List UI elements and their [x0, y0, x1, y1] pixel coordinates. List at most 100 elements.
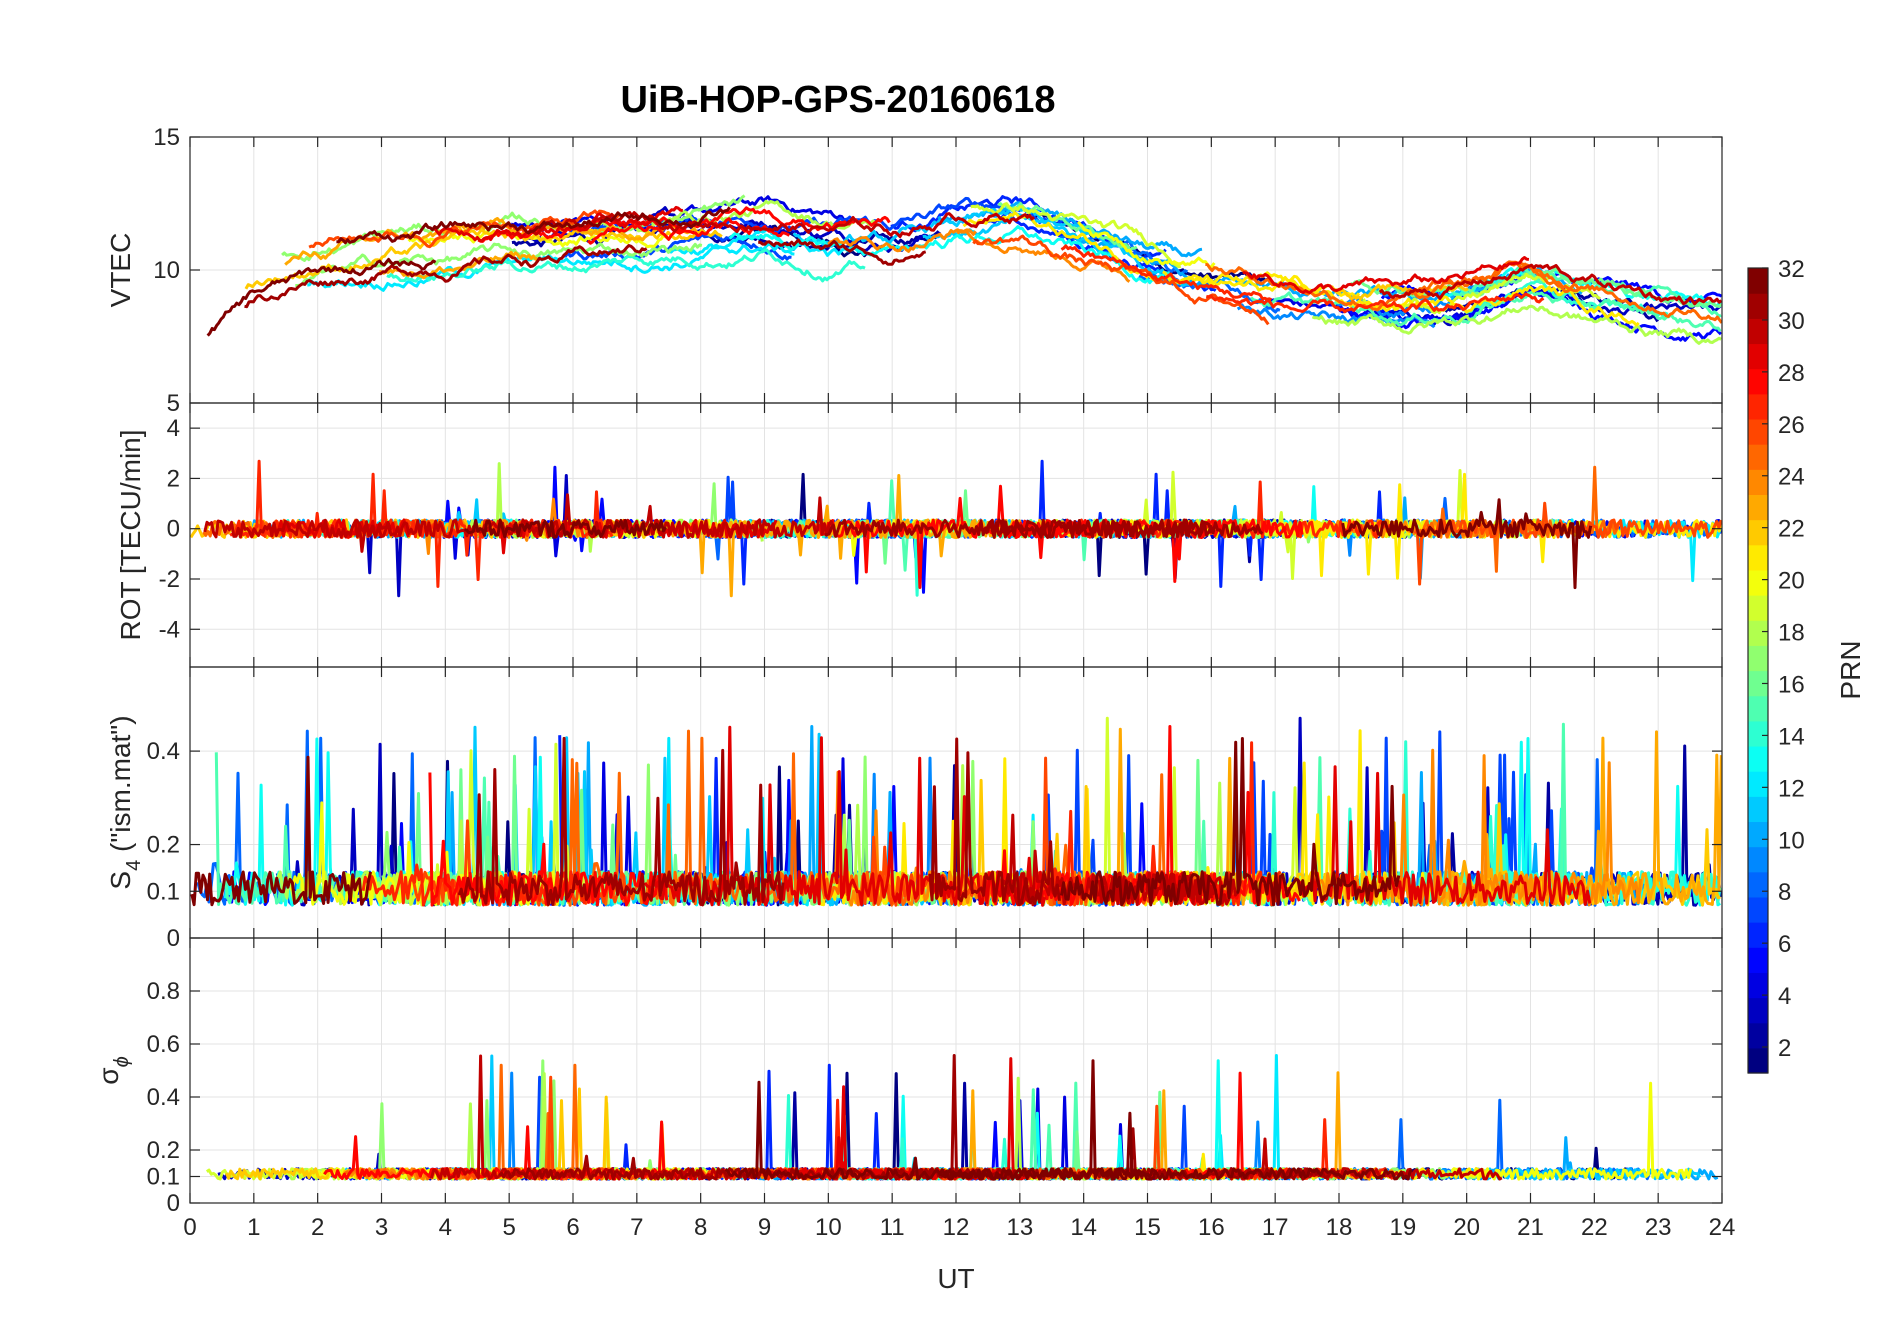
colorbar-segment [1748, 469, 1768, 496]
series-line-prn-22 [225, 1087, 667, 1181]
y-tick-label: 10 [153, 257, 180, 284]
colorbar-tick-label: 14 [1778, 723, 1805, 750]
series-line-prn-31 [244, 244, 648, 309]
y-axis-label: σϕ [93, 1056, 133, 1084]
x-tick-label: 13 [1006, 1214, 1033, 1241]
colorbar-segment [1748, 569, 1768, 596]
colorbar-tick-label: 12 [1778, 775, 1805, 802]
colorbar-segment [1748, 972, 1768, 999]
series-line-prn-19 [970, 202, 1182, 269]
colorbar-segment [1748, 745, 1768, 772]
y-tick-label: 15 [153, 124, 180, 151]
colorbar-label: PRN [1835, 640, 1866, 699]
series-group [205, 1054, 1719, 1181]
x-tick-label: 4 [439, 1214, 452, 1241]
colorbar-segment [1748, 418, 1768, 445]
series-line-prn-27 [1060, 244, 1272, 302]
x-tick-label: 9 [758, 1214, 771, 1241]
series-line-prn-22 [1330, 281, 1469, 301]
series-line-prn-12 [307, 242, 795, 292]
x-tick-label: 6 [566, 1214, 579, 1241]
colorbar-tick-label: 28 [1778, 360, 1805, 387]
colorbar-tick-label: 10 [1778, 827, 1805, 854]
series-line-prn-32 [724, 1080, 1156, 1181]
y-tick-label: 0 [167, 516, 180, 543]
series-line-prn-30 [353, 493, 835, 553]
y-tick-label: 0 [167, 925, 180, 952]
series-line-prn-14 [1461, 279, 1669, 318]
x-tick-label: 20 [1453, 1214, 1480, 1241]
colorbar-segment [1748, 796, 1768, 823]
series-line-prn-18 [1311, 304, 1722, 345]
series-line-prn-26 [972, 234, 1270, 326]
y-tick-label: 4 [167, 415, 180, 442]
series-line-prn-18 [284, 1072, 620, 1181]
series-line-prn-32 [940, 1059, 1413, 1181]
x-tick-label: 24 [1709, 1214, 1736, 1241]
series-line-prn-11 [327, 1054, 538, 1181]
colorbar-segment [1748, 444, 1768, 470]
colorbar-tick-label: 16 [1778, 671, 1805, 698]
colorbar-segment [1748, 368, 1768, 395]
x-tick-label: 2 [311, 1214, 324, 1241]
series-line-prn-30 [203, 518, 392, 539]
colorbar-tick-label: 20 [1778, 568, 1805, 595]
colorbar-tick-label: 4 [1778, 983, 1791, 1010]
x-axis-label: UT [937, 1263, 974, 1294]
colorbar-tick-label: 6 [1778, 931, 1791, 958]
chart-title: UiB-HOP-GPS-20160618 [620, 79, 1055, 121]
panel-1: 5 10 15 VTEC [105, 124, 1723, 417]
colorbar-tick-label: 26 [1778, 412, 1805, 439]
colorbar-tick-label: 32 [1778, 256, 1805, 283]
colorbar-segment [1748, 268, 1768, 294]
series-line-prn-30 [1378, 263, 1722, 306]
series-line-prn-32 [464, 518, 667, 539]
colorbar-segment [1748, 695, 1768, 722]
y-tick-label: 0 [167, 1190, 180, 1217]
panel-4: 00.10.2 0.4 0.6 0.8 σϕ [93, 937, 1723, 1217]
colorbar-segment [1748, 947, 1768, 973]
colorbar-segment [1748, 1047, 1768, 1074]
series-line-prn-31 [457, 736, 785, 907]
series-line-prn-31 [928, 737, 1061, 907]
series-line-prn-13 [728, 225, 1171, 285]
x-tick-label: 14 [1070, 1214, 1097, 1241]
y-tick-label: 0.6 [147, 1031, 180, 1058]
series-line-prn-10 [937, 201, 1203, 258]
panel-2: -4 -2 0 2 4 ROT [TECU/min] [115, 402, 1723, 668]
y-tick-label: 0.4 [147, 738, 180, 765]
colorbar-segment [1748, 771, 1768, 797]
x-tick-label: 11 [880, 1214, 905, 1241]
series-line-prn-13 [896, 1059, 1248, 1181]
panel-3: 0 0.1 0.2 0.4S4 ("ism.mat") [105, 666, 1723, 952]
y-tick-label: 0.8 [147, 978, 180, 1005]
x-tick-label: 15 [1134, 1214, 1161, 1241]
x-tick-label: 0 [183, 1214, 196, 1241]
colorbar-segment [1748, 343, 1768, 370]
x-tick-labels: 0 1 2 3 4 5 6 7 8 9 10 11 12 13 14 15 16 17 18 19 20 21 22 23 24 [183, 1214, 1735, 1241]
y-tick-label: 0.2 [147, 832, 180, 859]
y-axis-label: ROT [TECU/min] [115, 429, 146, 640]
series-group [190, 716, 1722, 907]
series-line-prn-29 [1295, 765, 1592, 907]
colorbar-segment [1748, 720, 1768, 747]
series-line-prn-14 [386, 248, 866, 283]
x-tick-label: 3 [375, 1214, 388, 1241]
series-line-prn-9 [477, 1071, 712, 1181]
colorbar-segment [1748, 670, 1768, 697]
colorbar-segment [1748, 519, 1768, 546]
y-tick-label: 0.1 [147, 1164, 180, 1191]
series-line-prn-16 [997, 202, 1138, 252]
series-line-prn-32 [206, 257, 437, 337]
series-line-prn-17 [295, 242, 703, 287]
x-tick-label: 8 [694, 1214, 707, 1241]
x-tick-label: 12 [943, 1214, 970, 1241]
colorbar-frame [1747, 267, 1769, 1074]
series-line-prn-32 [336, 206, 731, 245]
colorbar-segment [1748, 645, 1768, 672]
series-line-prn-29 [270, 518, 410, 539]
x-tick-label: 16 [1198, 1214, 1225, 1241]
series-line-prn-8 [1322, 1098, 1653, 1181]
colorbar-segment [1748, 293, 1768, 319]
